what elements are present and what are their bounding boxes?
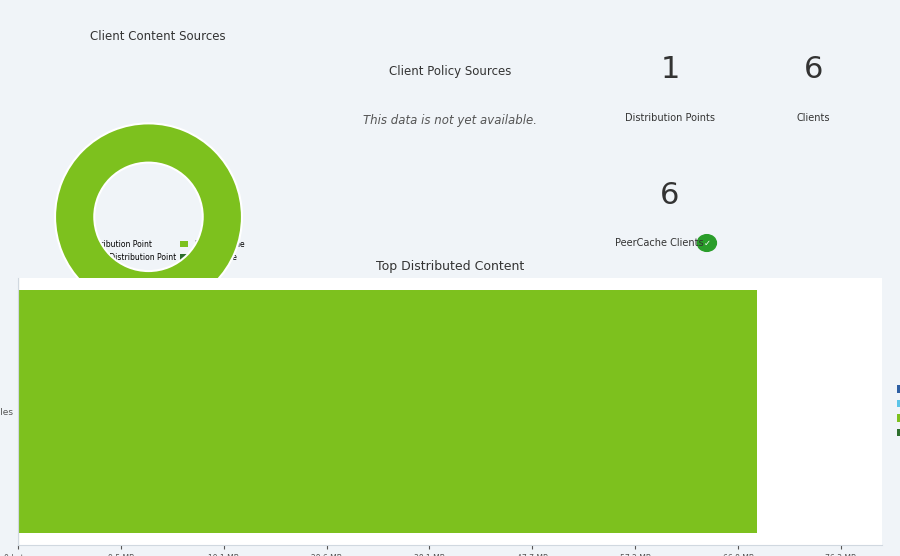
Wedge shape: [55, 123, 242, 310]
Text: Client Content Sources: Client Content Sources: [90, 29, 226, 43]
Text: 100.0%: 100.0%: [130, 279, 166, 289]
Text: Clients: Clients: [796, 113, 831, 123]
Text: This data is not yet available.: This data is not yet available.: [363, 113, 537, 127]
Text: 6: 6: [804, 56, 824, 85]
Text: PeerCache Clients: PeerCache Clients: [615, 238, 703, 248]
Text: 1: 1: [661, 56, 680, 85]
Legend: Distribution Point, Cloud Distribution Point, BranchCache, Peer Cache: Distribution Point, Cloud Distribution P…: [896, 384, 900, 439]
Text: Distribution Points: Distribution Points: [625, 113, 715, 123]
Title: Top Distributed Content: Top Distributed Content: [376, 260, 524, 272]
Text: 6: 6: [661, 181, 680, 210]
Text: Client Policy Sources: Client Policy Sources: [389, 64, 511, 78]
Circle shape: [698, 235, 716, 251]
Legend: Distribution Point, Cloud Distribution Point, BranchCache, Peer Cache: Distribution Point, Cloud Distribution P…: [70, 238, 247, 263]
Bar: [18, 290, 757, 533]
Text: ✓: ✓: [703, 239, 710, 247]
